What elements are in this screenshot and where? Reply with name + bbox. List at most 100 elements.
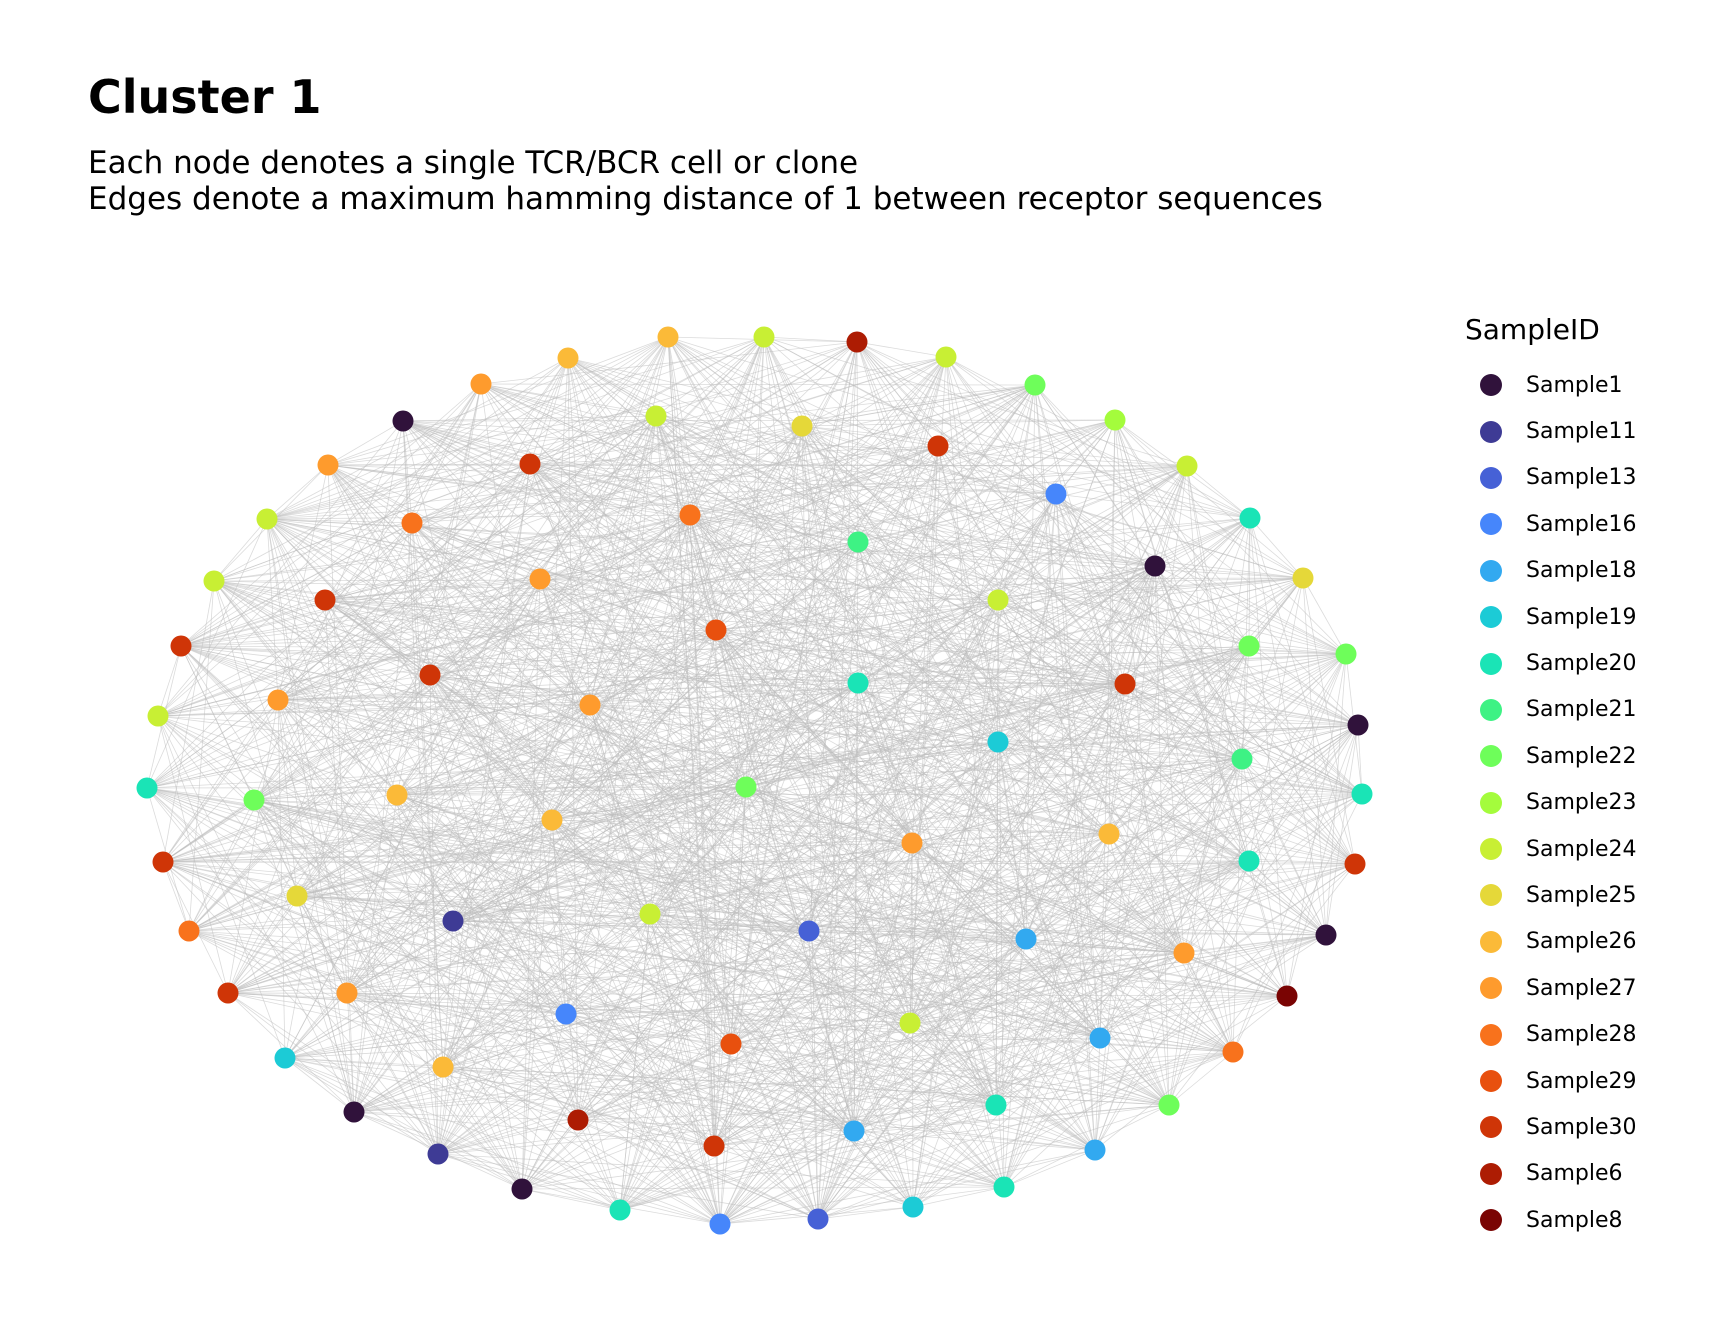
graph-edge: [857, 541, 1005, 1188]
graph-edge: [277, 541, 859, 701]
legend-item: Sample30: [1465, 1104, 1636, 1150]
graph-node: [541, 809, 563, 831]
graph-edge: [296, 895, 439, 1155]
graph-edge: [1154, 565, 1243, 760]
graph-edge: [162, 356, 947, 863]
graph-edge: [429, 578, 541, 676]
graph-node: [274, 1047, 296, 1069]
graph-edge: [162, 861, 567, 1015]
graph-node: [1114, 673, 1136, 695]
graph-edge: [539, 493, 1057, 580]
graph-edge: [284, 1022, 911, 1059]
graph-edge: [911, 842, 1356, 865]
graph-edge: [266, 518, 1359, 726]
graph-edge: [577, 1119, 621, 1211]
graph-edge: [689, 514, 859, 684]
graph-edge: [157, 715, 229, 994]
graph-edge: [346, 541, 859, 994]
graph-edge: [1183, 952, 1234, 1053]
graph-edge: [442, 1066, 1170, 1106]
graph-edge: [619, 1104, 997, 1211]
graph-edge: [227, 895, 298, 994]
graph-edge: [277, 578, 541, 701]
graph-edge: [411, 383, 482, 524]
graph-edge: [551, 786, 747, 821]
graph-edge: [529, 463, 1027, 940]
graph-edge: [539, 578, 1234, 1053]
graph-edge: [1232, 793, 1363, 1053]
graph-node: [985, 1094, 1007, 1116]
graph-edge: [324, 384, 1036, 601]
graph-edge: [480, 383, 1156, 567]
graph-edge: [480, 383, 855, 1132]
graph-node: [847, 672, 869, 694]
graph-edge: [529, 463, 859, 543]
legend-swatch: [1480, 791, 1502, 814]
graph-edge: [227, 860, 1250, 994]
graph-edge: [353, 1111, 621, 1211]
graph-edge: [655, 415, 747, 788]
graph-edge: [1025, 860, 1250, 940]
legend-swatch: [1480, 374, 1502, 397]
graph-edge: [227, 992, 439, 1155]
graph-edge: [157, 715, 715, 1147]
graph-node: [993, 1176, 1015, 1198]
graph-edge: [715, 425, 803, 631]
graph-edge: [719, 1051, 1234, 1225]
graph-node: [1144, 555, 1166, 577]
graph-edge: [1055, 493, 1096, 1151]
graph-edge: [853, 952, 1185, 1132]
graph-edge: [1168, 863, 1356, 1106]
graph-edge: [565, 1013, 1096, 1151]
graph-edge: [324, 599, 997, 1106]
graph-edge: [327, 464, 651, 915]
graph-edge: [442, 565, 1156, 1068]
graph-edge: [411, 425, 803, 524]
graph-edge: [745, 786, 1288, 997]
graph-edge: [730, 786, 747, 1045]
graph-edge: [324, 415, 657, 601]
graph-edge: [1241, 758, 1327, 936]
graph-edge: [1025, 683, 1126, 940]
graph-edge: [213, 580, 999, 601]
graph-edge: [146, 522, 413, 789]
graph-edge: [730, 1043, 855, 1132]
graph-node: [657, 326, 679, 348]
graph-edge: [396, 794, 810, 932]
graph-edge: [396, 794, 1101, 1039]
graph-edge: [180, 645, 1101, 1039]
graph-edge: [937, 445, 1096, 1151]
graph-edge: [429, 674, 591, 706]
legend-swatch: [1480, 1023, 1502, 1046]
graph-edge: [266, 415, 657, 520]
graph-edge: [266, 518, 279, 701]
graph-edge: [480, 383, 1036, 386]
graph-edge: [730, 565, 1156, 1045]
graph-node: [267, 689, 289, 711]
graph-edge: [1025, 465, 1188, 940]
legend-swatch: [1480, 838, 1502, 861]
graph-edge: [180, 645, 1185, 954]
graph-edge: [1241, 758, 1288, 997]
graph-node: [1084, 1139, 1106, 1161]
graph-edge: [619, 860, 1250, 1211]
graph-edge: [857, 541, 1356, 865]
graph-edge: [188, 930, 1005, 1188]
graph-edge: [411, 522, 1243, 760]
graph-edge: [266, 518, 1005, 1188]
graph-edge: [715, 599, 999, 631]
graph-edge: [284, 938, 1027, 1059]
graph-edge: [346, 992, 911, 1024]
graph-edge: [346, 992, 1170, 1106]
graph-edge: [619, 541, 859, 1211]
graph-edge: [589, 415, 657, 706]
legend-item: Sample23: [1465, 780, 1636, 826]
graph-edge: [1114, 419, 1243, 760]
graph-edge: [1094, 465, 1188, 1151]
graph-edge: [551, 819, 1110, 835]
legend-swatch: [1480, 745, 1502, 768]
graph-edge: [745, 541, 859, 788]
graph-edge: [1186, 465, 1234, 1053]
graph-edge: [997, 465, 1188, 601]
graph-edge: [146, 463, 531, 789]
